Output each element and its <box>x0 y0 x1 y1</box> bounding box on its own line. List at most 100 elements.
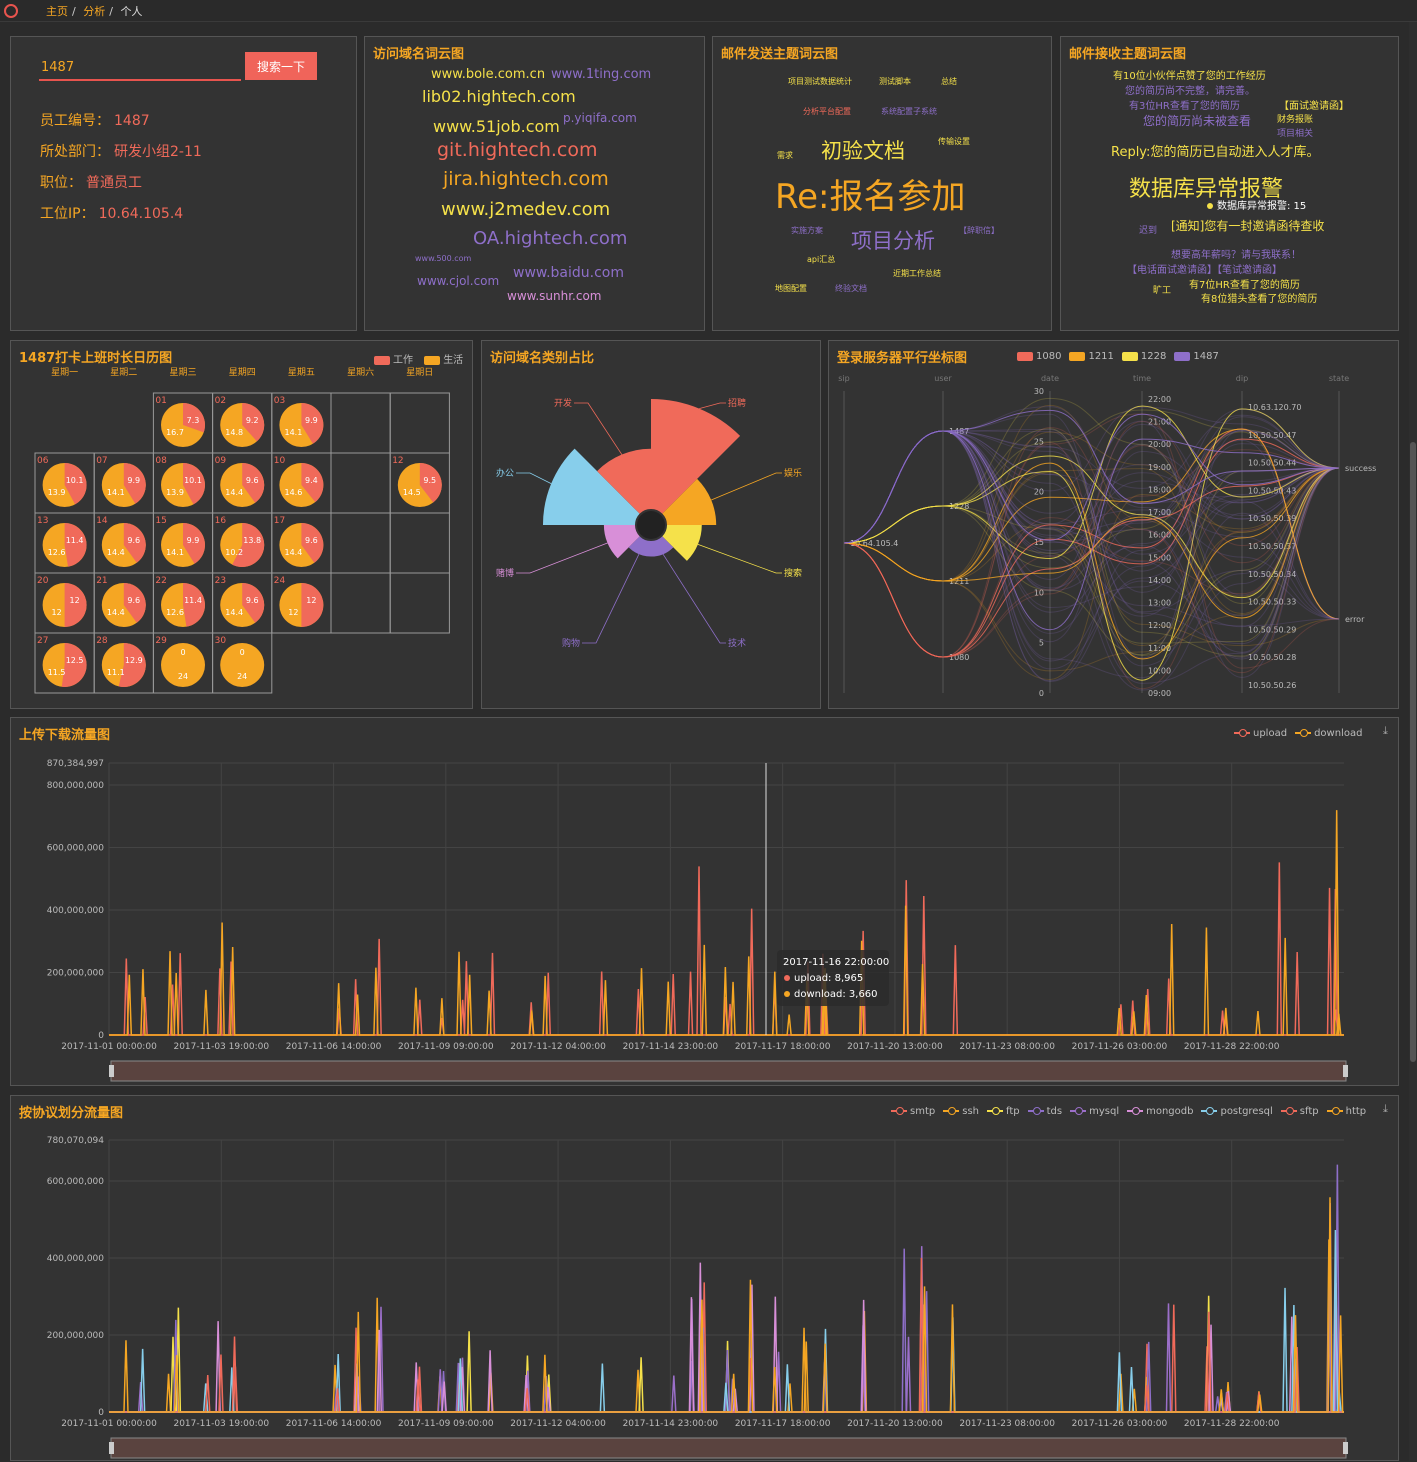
mail-send-word[interactable]: 项目分析 <box>851 229 935 253</box>
domain-word[interactable]: www.500.com <box>415 254 472 263</box>
calendar-day[interactable]: 29 0 24 <box>155 636 205 687</box>
datazoom-slider[interactable] <box>110 1060 1347 1082</box>
calendar-day[interactable]: 22 11.412.6 <box>155 576 206 627</box>
legend-mysql[interactable]: mysql <box>1089 1106 1120 1117</box>
pie-slice-work[interactable] <box>123 463 146 504</box>
calendar-day[interactable]: 10 9.414.6 <box>274 456 324 507</box>
calendar-day[interactable]: 23 9.614.4 <box>215 576 265 627</box>
mail-send-word[interactable]: Re:报名参加 <box>775 177 966 217</box>
domain-word[interactable]: OA.hightech.com <box>473 228 628 249</box>
legend-ssh[interactable]: ssh <box>962 1106 979 1117</box>
mail-send-word[interactable]: 总结 <box>941 77 957 86</box>
calendar-day[interactable]: 02 9.214.8 <box>215 396 265 447</box>
calendar-day[interactable]: 15 9.914.1 <box>155 516 205 567</box>
calendar-day[interactable]: 06 10.113.9 <box>37 456 87 507</box>
legend-work[interactable]: 工作 <box>393 355 413 366</box>
mail-recv-word[interactable]: 您的简历尚不完整，请完善。 <box>1125 86 1255 97</box>
calendar-day[interactable]: 08 10.113.9 <box>155 456 206 507</box>
mail-send-word[interactable]: 测试脚本 <box>879 77 911 86</box>
calendar-day[interactable]: 16 13.810.2 <box>215 516 265 567</box>
series-line[interactable] <box>109 810 1344 1036</box>
rose-slice[interactable] <box>603 525 640 559</box>
legend-user-1228[interactable]: 1228 <box>1140 351 1167 362</box>
mail-recv-word[interactable]: [通知]您有一封邀请函待查收 <box>1171 219 1325 233</box>
mail-recv-word[interactable]: 数据库异常报警 <box>1129 177 1284 202</box>
datazoom-handle-left[interactable] <box>109 1065 114 1077</box>
legend-postgresql[interactable]: postgresql <box>1220 1106 1273 1117</box>
series-line[interactable] <box>109 1197 1344 1413</box>
pie-slice-work[interactable] <box>64 463 87 505</box>
mail-recv-word[interactable]: 旷工 <box>1153 286 1172 296</box>
mail-send-word[interactable]: 地图配置 <box>775 284 807 293</box>
mail-recv-word[interactable]: 项目相关 <box>1277 129 1314 139</box>
calendar-day[interactable]: 17 9.614.4 <box>274 516 324 567</box>
pie-slice-work[interactable] <box>301 583 324 627</box>
domain-word[interactable]: www.1ting.com <box>551 67 652 82</box>
datazoom-slider[interactable] <box>110 1437 1347 1459</box>
rose-slice[interactable] <box>662 525 702 561</box>
pie-slice-work[interactable] <box>242 403 265 442</box>
calendar-day[interactable]: 14 9.614.4 <box>96 516 146 567</box>
legend-tds[interactable]: tds <box>1046 1106 1063 1117</box>
legend-upload[interactable]: upload <box>1253 728 1288 739</box>
legend-smtp[interactable]: smtp <box>910 1106 936 1117</box>
mail-recv-word[interactable]: Reply:您的简历已自动进入人才库。 <box>1111 145 1320 160</box>
page-scrollbar[interactable] <box>1409 22 1417 1461</box>
rose-slice[interactable] <box>651 536 674 557</box>
legend-user-1080[interactable]: 1080 <box>1036 351 1062 362</box>
calendar-day[interactable]: 01 7.316.7 <box>155 396 206 447</box>
calendar-day[interactable]: 24 12 12 <box>274 576 324 627</box>
legend-user-1487[interactable]: 1487 <box>1193 351 1219 362</box>
breadcrumb-home[interactable]: 主页 <box>46 5 68 18</box>
pie-slice-work[interactable] <box>183 583 206 627</box>
rose-slice[interactable] <box>628 536 651 557</box>
datazoom-handle-right[interactable] <box>1343 1442 1348 1454</box>
download-icon[interactable]: ⤓ <box>1383 724 1388 737</box>
mail-recv-word[interactable]: 有7位HR查看了您的简历 <box>1189 280 1300 291</box>
legend-download[interactable]: download <box>1314 728 1363 739</box>
mail-recv-word[interactable]: 有3位HR查看了您的简历 <box>1129 101 1240 112</box>
legend-ftp[interactable]: ftp <box>1006 1106 1020 1117</box>
pie-slice-work[interactable] <box>123 523 146 563</box>
domain-word[interactable]: www.bole.com.cn <box>431 67 546 82</box>
calendar-day[interactable]: 03 9.914.1 <box>274 396 324 447</box>
scrollbar-thumb[interactable] <box>1410 442 1416 1062</box>
logo-icon[interactable] <box>4 4 18 18</box>
rose-slice[interactable] <box>651 399 741 514</box>
pie-slice-work[interactable] <box>123 583 146 623</box>
pie-slice-work[interactable] <box>183 463 206 505</box>
pie-slice-work[interactable] <box>64 523 87 567</box>
domain-word[interactable]: www.cjol.com <box>417 274 500 288</box>
series-line[interactable] <box>109 1229 1344 1413</box>
pie-slice-work[interactable] <box>419 463 442 503</box>
calendar-day[interactable]: 13 11.412.6 <box>37 516 87 567</box>
pie-slice-work[interactable] <box>232 523 265 567</box>
pie-slice-life[interactable] <box>161 643 205 687</box>
pie-slice-work[interactable] <box>183 403 206 433</box>
domain-word[interactable]: git.hightech.com <box>437 139 598 161</box>
pie-slice-work[interactable] <box>301 523 324 563</box>
pie-slice-work[interactable] <box>242 463 265 503</box>
datazoom-handle-left[interactable] <box>109 1442 114 1454</box>
rose-slice[interactable] <box>542 448 640 525</box>
legend-mongodb[interactable]: mongodb <box>1146 1106 1194 1117</box>
mail-recv-word[interactable]: 【电话面试邀请函】【笔试邀请函】 <box>1127 265 1282 276</box>
mail-send-word[interactable]: 分析平台配置 <box>803 107 851 116</box>
mail-recv-word[interactable]: 有8位猎头查看了您的简历 <box>1201 294 1318 305</box>
calendar-day[interactable]: 27 12.511.5 <box>37 636 87 687</box>
domain-word[interactable]: lib02.hightech.com <box>422 87 576 106</box>
legend-life[interactable]: 生活 <box>443 355 464 366</box>
mail-recv-word[interactable]: 您的简历尚未被查看 <box>1143 114 1252 128</box>
legend-sftp[interactable]: sftp <box>1299 1106 1319 1117</box>
mail-send-word[interactable]: 系统配置子系统 <box>881 107 937 116</box>
download-icon[interactable]: ⤓ <box>1383 1102 1388 1115</box>
mail-recv-word[interactable]: 【面试邀请函】 <box>1279 101 1349 112</box>
mail-send-word[interactable]: 项目测试数据统计 <box>788 77 852 86</box>
pie-slice-work[interactable] <box>183 523 205 564</box>
rose-slice[interactable] <box>662 478 717 525</box>
mail-send-word[interactable]: 终验文档 <box>835 284 867 293</box>
mail-send-word[interactable]: 初验文档 <box>821 139 905 163</box>
mail-send-word[interactable]: 实施方案 <box>791 226 823 235</box>
mail-send-word[interactable]: 近期工作总结 <box>893 269 941 278</box>
mail-recv-word[interactable]: 迟到 <box>1139 226 1158 236</box>
